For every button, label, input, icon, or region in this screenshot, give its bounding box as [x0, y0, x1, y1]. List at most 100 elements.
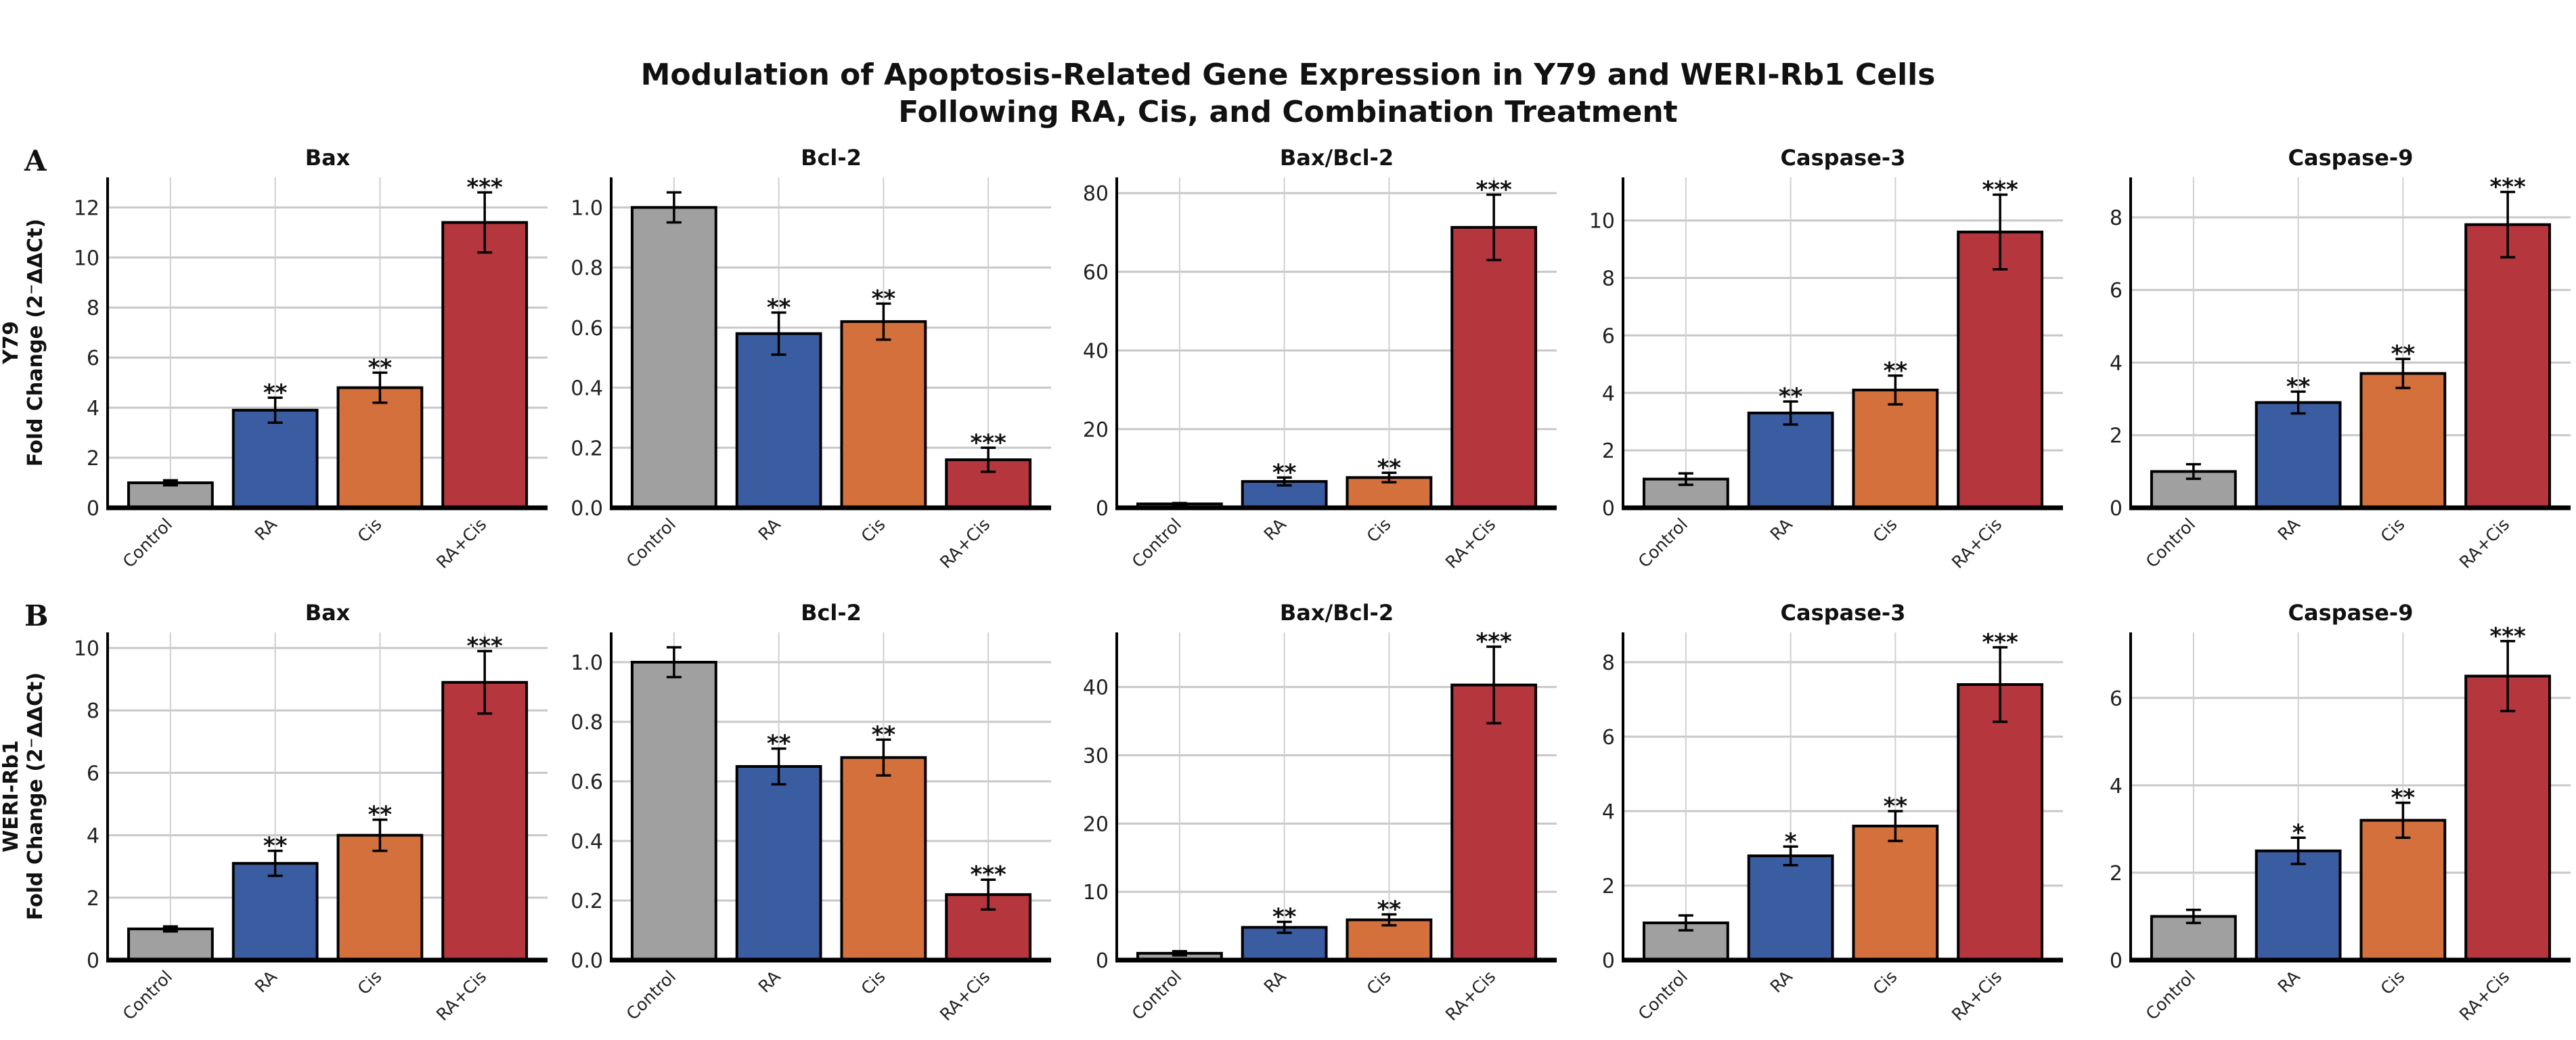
panel-bax: 0 2 4 6 8 10 Control ** RA ** Cis *** RA+Cis Bax — [74, 600, 548, 1024]
y-tick-label: 4 — [1602, 800, 1615, 824]
x-tick-label: Cis — [1869, 967, 1901, 999]
x-tick-label: RA — [1260, 967, 1290, 997]
x-tick-label: Control — [2142, 967, 2199, 1024]
x-tick-label: Control — [1635, 967, 1691, 1024]
panel-bax-bcl-2: 0 10 20 30 40 Control ** RA ** Cis *** RA+Cis Bax/Bc… — [1083, 600, 1557, 1024]
y-tick-label: 0.2 — [571, 437, 603, 460]
bar-cis — [336, 833, 424, 961]
significance-label: *** — [466, 633, 503, 660]
y-axis-label-measure: Fold Change (2⁻ΔΔCt) — [24, 219, 47, 467]
significance-label: ** — [767, 295, 791, 322]
significance-label: ** — [1884, 793, 1908, 820]
bar-cis — [840, 320, 927, 509]
y-tick-label: 2 — [2110, 862, 2123, 886]
x-tick-label: Cis — [1363, 515, 1395, 546]
bar-ra-cis — [1957, 683, 2044, 961]
panel-title: Caspase-3 — [1781, 145, 1906, 171]
y-tick-label: 0.0 — [571, 949, 603, 973]
significance-label: *** — [2489, 623, 2526, 650]
bar-ra-cis — [2464, 674, 2552, 961]
y-tick-label: 1.0 — [571, 196, 603, 220]
y-tick-label: 20 — [1083, 418, 1109, 442]
y-tick-label: 8 — [87, 297, 99, 320]
y-tick-label: 0 — [1096, 497, 1109, 521]
y-tick-label: 0 — [2110, 497, 2123, 521]
bar-control — [630, 661, 717, 961]
x-tick-label: RA+Cis — [1948, 967, 2005, 1024]
y-tick-label: 4 — [1602, 382, 1615, 406]
y-tick-label: 6 — [1602, 726, 1615, 750]
y-tick-label: 60 — [1083, 261, 1109, 284]
x-tick-label: Control — [1128, 515, 1185, 571]
y-tick-label: 6 — [2110, 279, 2123, 303]
panel-caspase-3: 0 2 4 6 8 10 Control ** RA ** Cis *** RA+Cis Caspase-… — [1589, 145, 2063, 572]
significance-label: ** — [368, 354, 393, 381]
y-tick-label: 0 — [87, 949, 99, 973]
y-axis-label-cell-line: WERI-Rb1 — [0, 740, 23, 852]
x-tick-label: RA — [755, 515, 784, 544]
x-tick-label: RA — [2274, 515, 2304, 544]
significance-label: ** — [263, 379, 288, 406]
x-tick-label: RA+Cis — [936, 515, 994, 572]
panel-title: Caspase-3 — [1781, 600, 1906, 626]
x-tick-label: RA — [251, 967, 281, 997]
y-tick-label: 0 — [1602, 497, 1615, 521]
x-tick-label: Control — [623, 515, 680, 571]
x-tick-label: Control — [623, 967, 680, 1024]
y-tick-label: 2 — [2110, 425, 2123, 448]
panel-title: Bcl-2 — [801, 145, 862, 171]
significance-label: ** — [2391, 785, 2416, 812]
bar-cis — [840, 756, 927, 962]
y-tick-label: 10 — [74, 246, 99, 270]
panel-bcl-2: 0.0 0.2 0.4 0.6 0.8 1.0 Control ** RA ** Cis *** RA+… — [571, 600, 1051, 1024]
bar-ra — [231, 862, 319, 961]
y-tick-label: 2 — [1602, 875, 1615, 898]
significance-label: ** — [872, 285, 896, 312]
y-tick-label: 6 — [87, 762, 99, 785]
y-tick-label: 2 — [1602, 439, 1615, 463]
bar-ra-cis — [1450, 683, 1538, 961]
y-tick-label: 2 — [87, 887, 99, 911]
row-A: A Y79Fold Change (2⁻ΔΔCt) 0 2 4 6 8 10 12 Control… — [0, 144, 2571, 572]
significance-label: ** — [1272, 459, 1297, 486]
x-tick-label: Cis — [858, 967, 889, 999]
y-tick-label: 0.4 — [571, 830, 603, 854]
significance-label: *** — [1475, 177, 1512, 204]
y-axis-label-cell-line: Y79 — [0, 321, 23, 364]
x-tick-label: RA+Cis — [936, 967, 994, 1024]
y-tick-label: 0.8 — [571, 257, 603, 280]
y-tick-label: 10 — [74, 637, 99, 661]
bar-control — [630, 206, 717, 509]
significance-label: *** — [1982, 176, 2018, 203]
significance-label: ** — [1377, 896, 1402, 923]
x-tick-label: Control — [1128, 967, 1185, 1024]
significance-label: *** — [1982, 629, 2018, 656]
panel-title: Bcl-2 — [801, 600, 862, 626]
panel-title: Bax/Bcl-2 — [1280, 145, 1394, 171]
x-tick-label: Cis — [354, 967, 386, 999]
x-tick-label: RA+Cis — [2456, 967, 2513, 1024]
bar-cis — [1346, 918, 1433, 961]
y-axis-label-measure: Fold Change (2⁻ΔΔCt) — [24, 672, 47, 920]
bar-ra — [2255, 849, 2342, 961]
bar-cis — [1852, 389, 1939, 509]
bar-ra-cis — [1450, 225, 1538, 509]
panel-bax: 0 2 4 6 8 10 12 Control ** RA ** Cis *** RA+Cis Bax — [74, 145, 548, 572]
y-tick-label: 10 — [1083, 881, 1109, 905]
x-tick-label: RA+Cis — [1442, 967, 1499, 1024]
bar-cis — [2359, 819, 2447, 961]
x-tick-label: RA — [251, 515, 281, 544]
x-tick-label: RA+Cis — [1948, 515, 2005, 572]
y-tick-label: 0.2 — [571, 890, 603, 913]
panel-title: Bax — [305, 600, 351, 626]
y-tick-label: 8 — [1602, 651, 1615, 675]
x-tick-label: Cis — [1363, 967, 1395, 999]
panel-caspase-9: 0 2 4 6 8 Control ** RA ** Cis *** RA+Cis Caspase-9 — [2110, 145, 2571, 572]
figure-title-line1: Modulation of Apoptosis-Related Gene Exp… — [641, 58, 1936, 92]
y-tick-label: 40 — [1083, 340, 1109, 364]
bar-ra — [1747, 411, 1834, 509]
y-tick-label: 80 — [1083, 182, 1109, 206]
significance-label: ** — [1884, 358, 1908, 385]
x-tick-label: RA+Cis — [432, 967, 490, 1024]
